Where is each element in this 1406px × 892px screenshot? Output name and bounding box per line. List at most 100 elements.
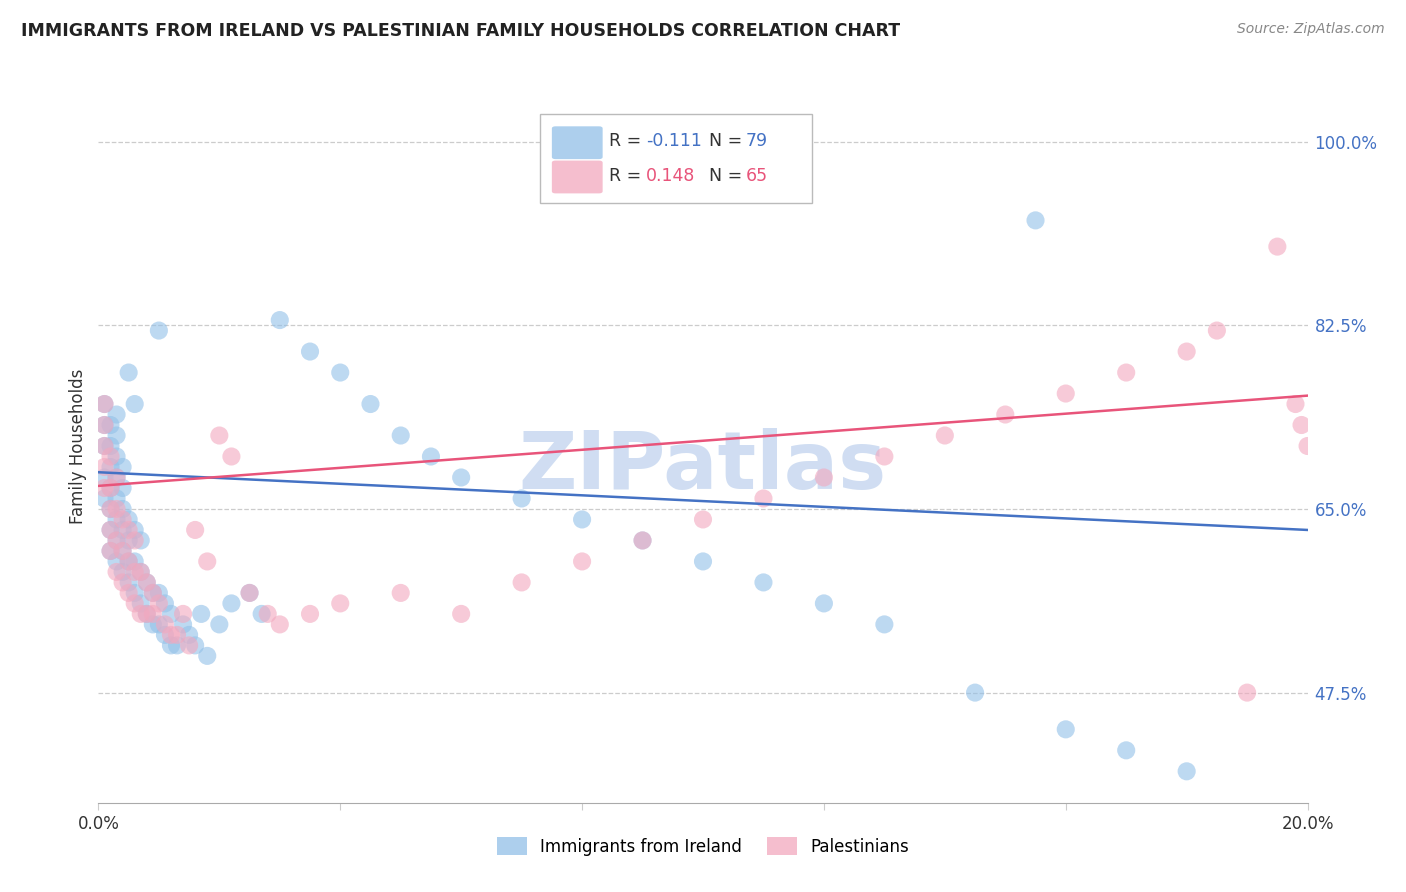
Point [93,439,115,453]
Point [692,554,714,568]
Point [873,450,896,464]
Point [100,439,122,453]
Point [184,523,207,537]
Point [118,366,141,380]
Point [93,417,115,432]
Point [208,617,231,632]
Point [105,470,128,484]
Text: -0.111: -0.111 [647,132,702,150]
Point [111,460,134,475]
Point [129,607,152,621]
Point [124,554,146,568]
Point [934,428,956,442]
Point [135,575,157,590]
Point [100,481,122,495]
Point [105,502,128,516]
Point [1115,366,1137,380]
Text: 0.148: 0.148 [647,167,696,185]
Y-axis label: Family Households: Family Households [69,368,87,524]
Point [965,685,987,699]
Point [93,491,115,506]
Point [166,628,188,642]
Point [329,596,352,610]
Point [100,544,122,558]
Point [190,607,212,621]
Text: ZIPatlas: ZIPatlas [519,428,887,507]
Point [450,470,472,484]
Point [752,491,775,506]
Point [100,450,122,464]
Point [124,523,146,537]
Point [153,628,176,642]
Point [250,607,273,621]
Point [118,533,141,548]
Point [118,554,141,568]
Point [135,607,157,621]
Point [1054,386,1077,401]
Point [631,533,654,548]
Point [1236,685,1258,699]
Point [510,575,533,590]
Point [135,575,157,590]
Point [105,533,128,548]
Point [195,648,218,663]
Point [93,470,115,484]
Point [105,554,128,568]
FancyBboxPatch shape [551,161,603,194]
FancyBboxPatch shape [540,114,811,203]
Point [93,481,115,495]
Point [100,523,122,537]
Point [208,428,231,442]
Point [124,586,146,600]
Point [100,523,122,537]
Point [124,565,146,579]
Point [118,523,141,537]
Point [100,460,122,475]
Point [129,565,152,579]
Point [153,596,176,610]
Point [172,607,194,621]
Point [1291,417,1313,432]
Point [873,617,896,632]
Point [105,408,128,422]
Point [93,439,115,453]
Point [1175,344,1198,359]
Point [1267,239,1289,253]
Point [994,408,1017,422]
Text: IMMIGRANTS FROM IRELAND VS PALESTINIAN FAMILY HOUSEHOLDS CORRELATION CHART: IMMIGRANTS FROM IRELAND VS PALESTINIAN F… [21,22,900,40]
Point [813,470,835,484]
Point [256,607,278,621]
Point [93,460,115,475]
Point [105,565,128,579]
Point [329,366,352,380]
Point [111,481,134,495]
Point [111,565,134,579]
Point [105,428,128,442]
Point [148,617,170,632]
Point [221,596,243,610]
Point [118,586,141,600]
Text: N =: N = [709,167,748,185]
Point [752,575,775,590]
Point [1284,397,1306,411]
Point [124,397,146,411]
Point [172,617,194,632]
Point [148,324,170,338]
Point [135,607,157,621]
Point [142,586,165,600]
Point [1054,723,1077,737]
Point [100,502,122,516]
Point [105,533,128,548]
Point [118,512,141,526]
Point [105,512,128,526]
Point [571,554,593,568]
Point [111,502,134,516]
Point [93,417,115,432]
Point [105,450,128,464]
Point [111,544,134,558]
Point [100,417,122,432]
Point [129,596,152,610]
FancyBboxPatch shape [551,127,603,159]
Point [1175,764,1198,779]
Point [105,491,128,506]
